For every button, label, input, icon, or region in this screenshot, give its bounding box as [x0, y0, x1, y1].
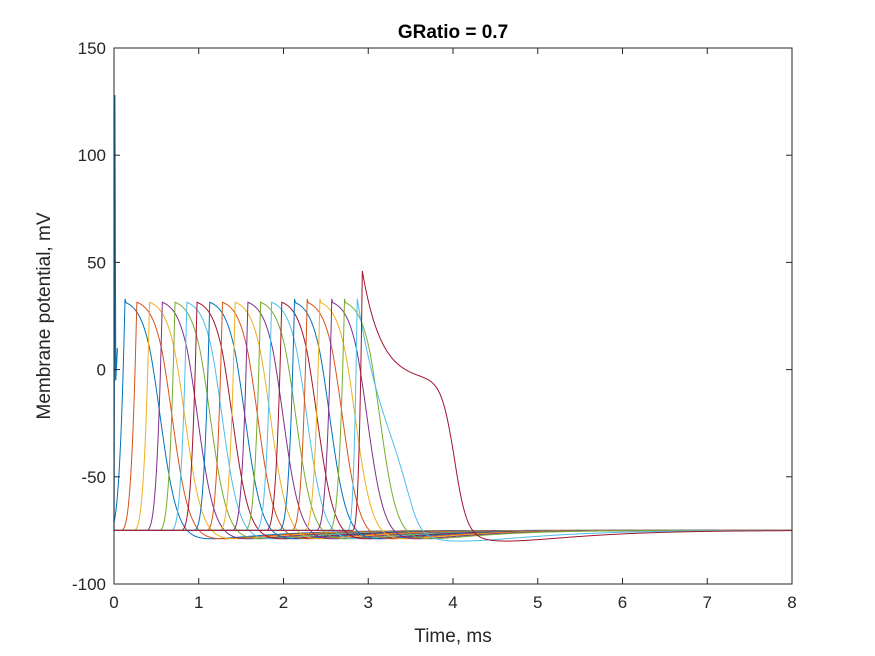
y-axis: -100 -50 0 50 100 150 [72, 39, 792, 594]
plot-area [114, 48, 792, 584]
x-axis-label: Time, ms [414, 626, 491, 647]
x-axis: 0 1 2 3 4 5 6 7 8 [109, 48, 797, 612]
y-tick-label: 150 [78, 39, 106, 58]
y-tick-label: 100 [78, 146, 106, 165]
x-tick-label: 1 [194, 593, 203, 612]
chart-title: GRatio = 0.7 [398, 22, 508, 43]
x-tick-label: 4 [448, 593, 457, 612]
y-tick-label: -50 [81, 468, 106, 487]
x-tick-label: 6 [618, 593, 627, 612]
series-line [114, 270, 792, 542]
y-tick-label: 50 [87, 253, 106, 272]
traces [113, 95, 792, 542]
y-axis-label: Membrane potential, mV [34, 212, 55, 419]
y-tick-label: -100 [72, 575, 106, 594]
x-tick-label: 8 [787, 593, 796, 612]
x-tick-label: 5 [533, 593, 542, 612]
x-tick-label: 7 [703, 593, 712, 612]
x-tick-label: 0 [109, 593, 118, 612]
y-tick-label: 0 [97, 361, 106, 380]
x-tick-label: 2 [279, 593, 288, 612]
x-tick-label: 3 [364, 593, 373, 612]
